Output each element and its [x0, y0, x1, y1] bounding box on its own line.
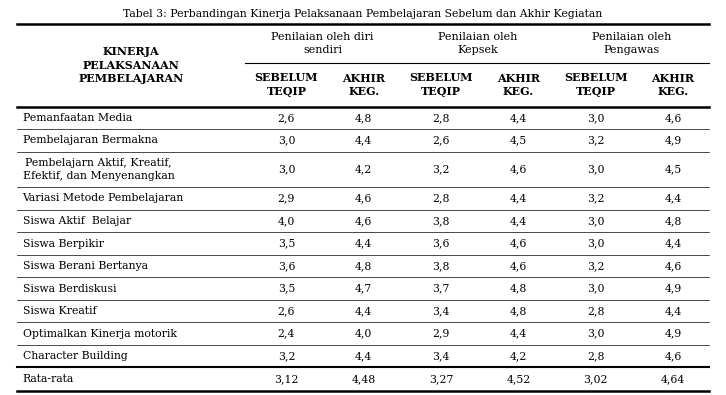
Text: 3,8: 3,8	[432, 261, 450, 271]
Text: 2,8: 2,8	[587, 306, 605, 316]
Text: 3,2: 3,2	[587, 194, 605, 203]
Text: AKHIR
KEG.: AKHIR KEG.	[651, 73, 695, 97]
Text: 3,2: 3,2	[432, 164, 450, 175]
Text: 4,6: 4,6	[355, 216, 372, 226]
Text: 4,4: 4,4	[510, 194, 527, 203]
Text: 3,0: 3,0	[587, 329, 605, 339]
Text: 4,6: 4,6	[664, 261, 682, 271]
Text: Siswa Berani Bertanya: Siswa Berani Bertanya	[23, 261, 147, 271]
Text: 4,8: 4,8	[510, 284, 527, 293]
Text: 4,64: 4,64	[661, 374, 685, 384]
Text: 4,8: 4,8	[355, 261, 372, 271]
Text: 2,6: 2,6	[277, 113, 295, 123]
Text: SEBELUM
TEQIP: SEBELUM TEQIP	[564, 73, 627, 97]
Text: SEBELUM
TEQIP: SEBELUM TEQIP	[409, 73, 473, 97]
Text: 4,4: 4,4	[664, 194, 682, 203]
Text: 2,8: 2,8	[587, 351, 605, 361]
Text: 2,9: 2,9	[278, 194, 295, 203]
Text: 4,4: 4,4	[510, 113, 527, 123]
Text: Pembelajarn Aktif, Kreatif,
Efektif, dan Menyenangkan: Pembelajarn Aktif, Kreatif, Efektif, dan…	[23, 158, 174, 181]
Text: 4,9: 4,9	[664, 284, 682, 293]
Text: 3,12: 3,12	[274, 374, 298, 384]
Text: 3,0: 3,0	[277, 135, 295, 145]
Text: SEBELUM
TEQIP: SEBELUM TEQIP	[255, 73, 318, 97]
Text: 4,48: 4,48	[351, 374, 376, 384]
Text: 3,0: 3,0	[277, 164, 295, 175]
Text: 3,02: 3,02	[584, 374, 608, 384]
Text: 4,9: 4,9	[664, 329, 682, 339]
Text: Pemanfaatan Media: Pemanfaatan Media	[23, 113, 131, 123]
Text: 3,0: 3,0	[587, 284, 605, 293]
Text: Rata-rata: Rata-rata	[23, 374, 74, 384]
Text: 4,4: 4,4	[664, 239, 682, 248]
Text: 2,8: 2,8	[432, 113, 450, 123]
Text: 4,8: 4,8	[355, 113, 372, 123]
Text: 4,7: 4,7	[355, 284, 372, 293]
Text: 4,2: 4,2	[510, 351, 527, 361]
Text: Variasi Metode Pembelajaran: Variasi Metode Pembelajaran	[23, 194, 184, 203]
Text: 3,2: 3,2	[587, 135, 605, 145]
Text: 3,5: 3,5	[278, 284, 295, 293]
Text: 3,6: 3,6	[432, 239, 450, 248]
Text: 4,6: 4,6	[355, 194, 372, 203]
Text: 4,6: 4,6	[510, 261, 527, 271]
Text: 2,4: 2,4	[278, 329, 295, 339]
Text: 3,4: 3,4	[433, 306, 449, 316]
Text: 3,0: 3,0	[587, 216, 605, 226]
Text: Siswa Kreatif: Siswa Kreatif	[23, 306, 96, 316]
Text: Penilaian oleh diri
sendiri: Penilaian oleh diri sendiri	[272, 32, 374, 55]
Text: 4,52: 4,52	[506, 374, 531, 384]
Text: Siswa Berdiskusi: Siswa Berdiskusi	[23, 284, 116, 293]
Text: Siswa Aktif  Belajar: Siswa Aktif Belajar	[23, 216, 131, 226]
Text: Siswa Berpikir: Siswa Berpikir	[23, 239, 103, 248]
Text: 3,0: 3,0	[587, 164, 605, 175]
Text: 4,4: 4,4	[510, 329, 527, 339]
Text: Pembelajaran Bermakna: Pembelajaran Bermakna	[23, 135, 158, 145]
Text: 4,0: 4,0	[278, 216, 295, 226]
Text: 4,6: 4,6	[664, 351, 682, 361]
Text: 3,4: 3,4	[433, 351, 449, 361]
Text: 4,4: 4,4	[355, 351, 372, 361]
Text: 3,0: 3,0	[587, 113, 605, 123]
Text: 3,8: 3,8	[432, 216, 450, 226]
Text: 3,27: 3,27	[429, 374, 453, 384]
Text: 3,2: 3,2	[277, 351, 295, 361]
Text: 4,4: 4,4	[355, 306, 372, 316]
Text: 4,6: 4,6	[664, 113, 682, 123]
Text: 4,2: 4,2	[355, 164, 372, 175]
Text: 4,5: 4,5	[510, 135, 527, 145]
Text: 3,6: 3,6	[277, 261, 295, 271]
Text: Character Building: Character Building	[23, 351, 127, 361]
Text: 4,9: 4,9	[664, 135, 682, 145]
Text: 4,4: 4,4	[355, 135, 372, 145]
Text: 4,0: 4,0	[355, 329, 372, 339]
Text: 4,6: 4,6	[510, 164, 527, 175]
Text: 4,6: 4,6	[510, 239, 527, 248]
Text: Tabel 3: Perbandingan Kinerja Pelaksanaan Pembelajaran Sebelum dan Akhir Kegiata: Tabel 3: Perbandingan Kinerja Pelaksanaa…	[123, 9, 603, 19]
Text: Penilaian oleh
Pengawas: Penilaian oleh Pengawas	[592, 32, 672, 55]
Text: 4,5: 4,5	[664, 164, 682, 175]
Text: 4,4: 4,4	[510, 216, 527, 226]
Text: 4,4: 4,4	[664, 306, 682, 316]
Text: 3,2: 3,2	[587, 261, 605, 271]
Text: 4,8: 4,8	[510, 306, 527, 316]
Text: 3,7: 3,7	[433, 284, 449, 293]
Text: 3,0: 3,0	[587, 239, 605, 248]
Text: AKHIR
KEG.: AKHIR KEG.	[342, 73, 386, 97]
Text: 2,9: 2,9	[433, 329, 449, 339]
Text: 2,6: 2,6	[277, 306, 295, 316]
Text: 4,8: 4,8	[664, 216, 682, 226]
Text: 2,6: 2,6	[432, 135, 450, 145]
Text: Optimalkan Kinerja motorik: Optimalkan Kinerja motorik	[23, 329, 176, 339]
Text: KINERJA
PELAKSANAAN
PEMBELAJARAN: KINERJA PELAKSANAAN PEMBELAJARAN	[78, 46, 184, 85]
Text: 2,8: 2,8	[432, 194, 450, 203]
Text: 3,5: 3,5	[278, 239, 295, 248]
Text: Penilaian oleh
Kepsek: Penilaian oleh Kepsek	[438, 32, 517, 55]
Text: AKHIR
KEG.: AKHIR KEG.	[497, 73, 540, 97]
Text: 4,4: 4,4	[355, 239, 372, 248]
